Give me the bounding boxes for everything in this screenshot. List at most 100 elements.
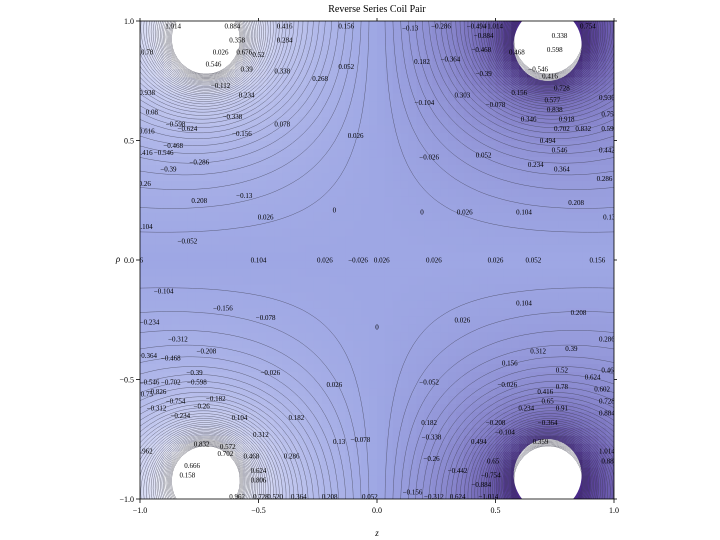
contour-label: 0.624 <box>251 467 267 475</box>
field-cell <box>290 379 299 389</box>
field-cell <box>479 363 489 373</box>
field-cell <box>471 363 481 373</box>
field-cell <box>211 411 220 420</box>
field-cell <box>535 212 544 221</box>
field-cell <box>195 307 204 317</box>
field-cell <box>234 387 244 397</box>
field-cell <box>163 132 173 142</box>
contour-label: 0.494 <box>540 137 556 145</box>
field-cell <box>416 196 425 205</box>
field-cell <box>479 44 489 54</box>
field-cell <box>392 260 402 269</box>
field-cell <box>606 68 614 78</box>
field-cell <box>511 108 520 118</box>
contour-lines-layer <box>140 21 614 499</box>
field-cell <box>187 395 196 404</box>
field-cell <box>369 148 378 158</box>
field-cell <box>598 275 607 285</box>
field-cell <box>163 379 173 389</box>
field-cell <box>542 331 552 341</box>
contour-label: 0.052 <box>338 63 354 71</box>
field-cell <box>353 44 362 54</box>
field-cell <box>550 347 560 357</box>
field-cell <box>313 427 323 436</box>
field-cell <box>574 387 583 397</box>
field-cell <box>535 140 544 150</box>
contour-label: 0.104 <box>516 209 532 217</box>
field-cell <box>258 172 267 181</box>
contour-line <box>459 21 614 499</box>
field-cell <box>274 307 283 317</box>
field-cell <box>542 411 552 420</box>
field-cell <box>606 347 614 357</box>
field-cell <box>369 108 378 118</box>
field-cell <box>377 403 386 412</box>
field-cell <box>558 427 568 436</box>
field-cell <box>369 60 378 70</box>
field-cell <box>424 156 433 165</box>
chart-title: Reverse Series Coil Pair <box>328 4 426 15</box>
field-cell <box>503 124 512 134</box>
field-cell <box>337 483 346 492</box>
field-cell <box>487 188 497 197</box>
field-cell <box>140 363 149 373</box>
field-cell <box>574 491 583 499</box>
field-cell <box>384 180 394 189</box>
field-cell <box>369 387 378 397</box>
field-cell <box>187 140 196 150</box>
field-cell <box>527 260 536 269</box>
field-cell <box>479 68 489 78</box>
field-cell <box>258 21 267 30</box>
field-cell <box>266 331 275 341</box>
field-cell <box>258 116 267 126</box>
field-cell <box>448 212 457 221</box>
field-cell <box>424 236 433 245</box>
field-cell <box>377 92 386 102</box>
field-cell <box>250 204 260 213</box>
field-cell <box>353 148 362 158</box>
contour-label: 0.624 <box>585 374 601 382</box>
field-cell <box>495 371 504 381</box>
field-cell <box>147 411 157 420</box>
field-cell <box>313 267 323 277</box>
field-cell <box>542 92 552 102</box>
contour-line <box>492 21 608 499</box>
field-cell <box>463 188 473 197</box>
field-cell <box>274 371 283 381</box>
contour-label: 0.494 <box>471 438 487 446</box>
field-cell <box>590 371 599 381</box>
field-cell <box>321 443 331 452</box>
field-cell <box>606 475 614 484</box>
field-cell <box>171 299 181 309</box>
field-cell <box>503 156 512 165</box>
field-cell <box>511 491 520 499</box>
field-cell <box>574 84 583 94</box>
field-cell <box>566 299 576 309</box>
field-cell <box>598 331 607 341</box>
field-cell <box>400 411 410 420</box>
field-cell <box>171 116 181 126</box>
field-cell <box>582 275 591 285</box>
field-cell <box>550 323 560 333</box>
field-cell <box>290 387 299 397</box>
field-cell <box>266 475 275 484</box>
field-cell <box>377 331 386 341</box>
field-cell <box>582 443 591 452</box>
field-cell <box>203 403 212 412</box>
field-cell <box>471 140 481 150</box>
field-cell <box>495 339 504 349</box>
field-cell <box>195 164 204 173</box>
contour-label: −0.312 <box>147 405 167 413</box>
field-cell <box>179 124 188 134</box>
field-cell <box>250 196 260 205</box>
field-cell <box>566 371 576 381</box>
contour-label: 0.832 <box>575 125 591 133</box>
field-cell <box>219 275 228 285</box>
field-cell <box>408 52 418 62</box>
contour-line <box>463 21 614 499</box>
field-cell <box>377 188 386 197</box>
field-cell <box>416 395 425 404</box>
field-cell <box>590 76 599 86</box>
field-cell <box>171 164 181 173</box>
field-cell <box>456 331 465 341</box>
